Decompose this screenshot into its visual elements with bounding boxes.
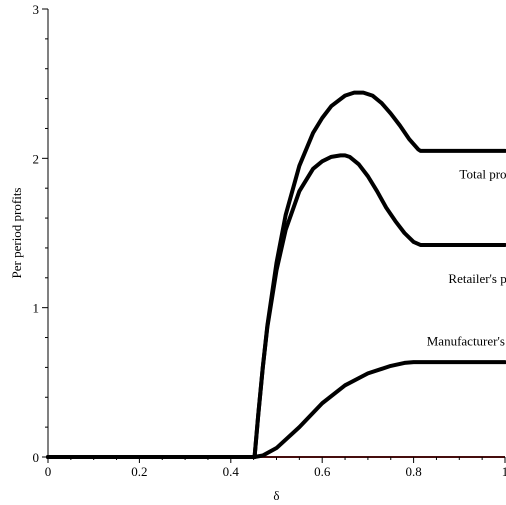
y-tick-label: 3	[33, 2, 40, 17]
series-label-1: Retailer's profits	[448, 271, 506, 286]
series-label-0: Total profits	[459, 166, 506, 181]
x-tick-label: 1	[502, 464, 506, 479]
x-axis-label: δ	[273, 488, 279, 503]
curves-layer	[46, 90, 506, 459]
x-tick-label: 0	[45, 464, 52, 479]
series-line-2	[46, 360, 506, 459]
y-tick-label: 1	[33, 301, 40, 316]
y-tick-label: 2	[33, 151, 40, 166]
x-tick-label: 0.8	[405, 464, 421, 479]
annotations-layer: Total profits Retailer's profits Manufactu…	[427, 166, 506, 348]
ticks-layer: 0 0.2 0.4 0.6 0.8 1 0 1 2 3	[33, 2, 506, 479]
series-line-1	[46, 153, 506, 459]
axes-layer	[47, 9, 505, 458]
y-axis-label: Per period profits	[9, 188, 24, 279]
x-tick-label: 0.2	[131, 464, 147, 479]
labels-layer: δ Per period profits	[9, 188, 280, 503]
x-tick-label: 0.4	[223, 464, 240, 479]
series-label-2: Manufacturer's profits	[427, 334, 506, 349]
x-tick-label: 0.6	[314, 464, 331, 479]
y-tick-label: 0	[33, 450, 40, 465]
